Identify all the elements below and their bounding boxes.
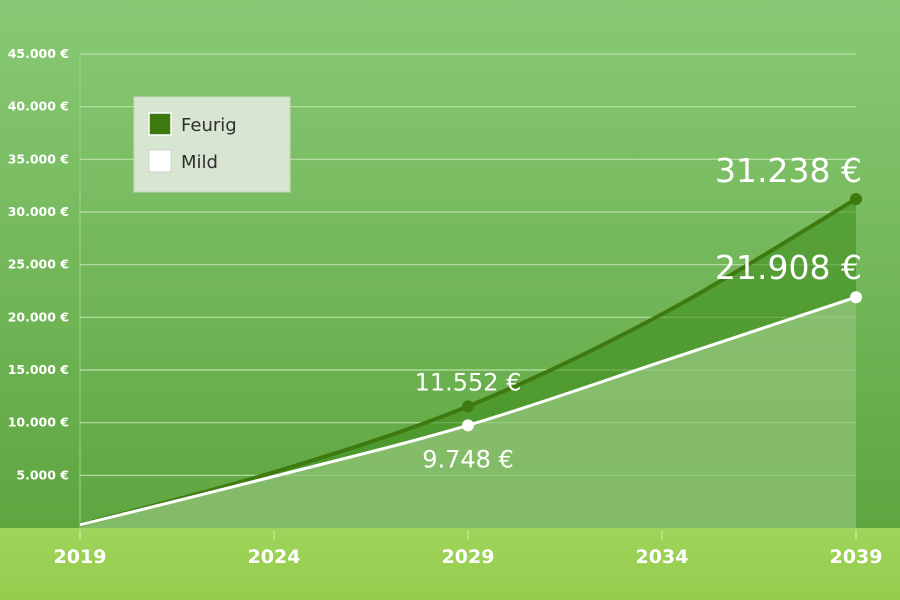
legend-label-feurig: Feurig: [181, 115, 237, 136]
y-tick-label: 45.000 €: [8, 46, 69, 61]
data-point-feurig: [850, 192, 862, 205]
area-mild: [80, 297, 856, 528]
legend-swatch-mild: [148, 149, 172, 173]
data-label-mild: 21.908 €: [715, 248, 862, 287]
x-tick-label: 2034: [636, 546, 689, 568]
legend-label-mild: Mild: [181, 152, 218, 173]
y-tick-label: 5.000 €: [16, 467, 69, 482]
area-feurig: [80, 198, 856, 529]
x-tick-label: 2029: [442, 546, 495, 568]
data-points: [462, 192, 862, 432]
x-axis-band: [0, 528, 900, 600]
data-label-feurig: 31.238 €: [715, 151, 862, 190]
data-point-mild: [850, 291, 862, 304]
legend: Feurig Mild: [133, 96, 291, 193]
y-tick-label: 40.000 €: [8, 99, 69, 114]
y-tick-label: 30.000 €: [8, 204, 69, 219]
x-tick-label: 2039: [830, 546, 883, 568]
legend-swatch-feurig: [148, 112, 172, 136]
y-tick-label: 10.000 €: [8, 415, 69, 430]
data-label-mild: 9.748 €: [422, 445, 514, 473]
x-tick-label: 2024: [248, 546, 301, 568]
axis-ticks: 5.000 € 10.000 € 15.000 € 20.000 € 25.000 € 3…: [8, 46, 883, 568]
x-tick-label: 2019: [54, 546, 107, 568]
y-tick-label: 20.000 €: [8, 309, 69, 324]
data-point-feurig: [462, 400, 474, 413]
y-tick-label: 35.000 €: [8, 151, 69, 166]
data-label-feurig: 11.552 €: [415, 368, 522, 396]
y-tick-label: 25.000 €: [8, 257, 69, 272]
y-tick-label: 15.000 €: [8, 362, 69, 377]
series-areas: [80, 198, 856, 529]
data-point-mild: [462, 419, 474, 432]
legend-box: [133, 96, 291, 193]
data-labels: 11.552 € 31.238 € 9.748 € 21.908 €: [415, 151, 862, 473]
